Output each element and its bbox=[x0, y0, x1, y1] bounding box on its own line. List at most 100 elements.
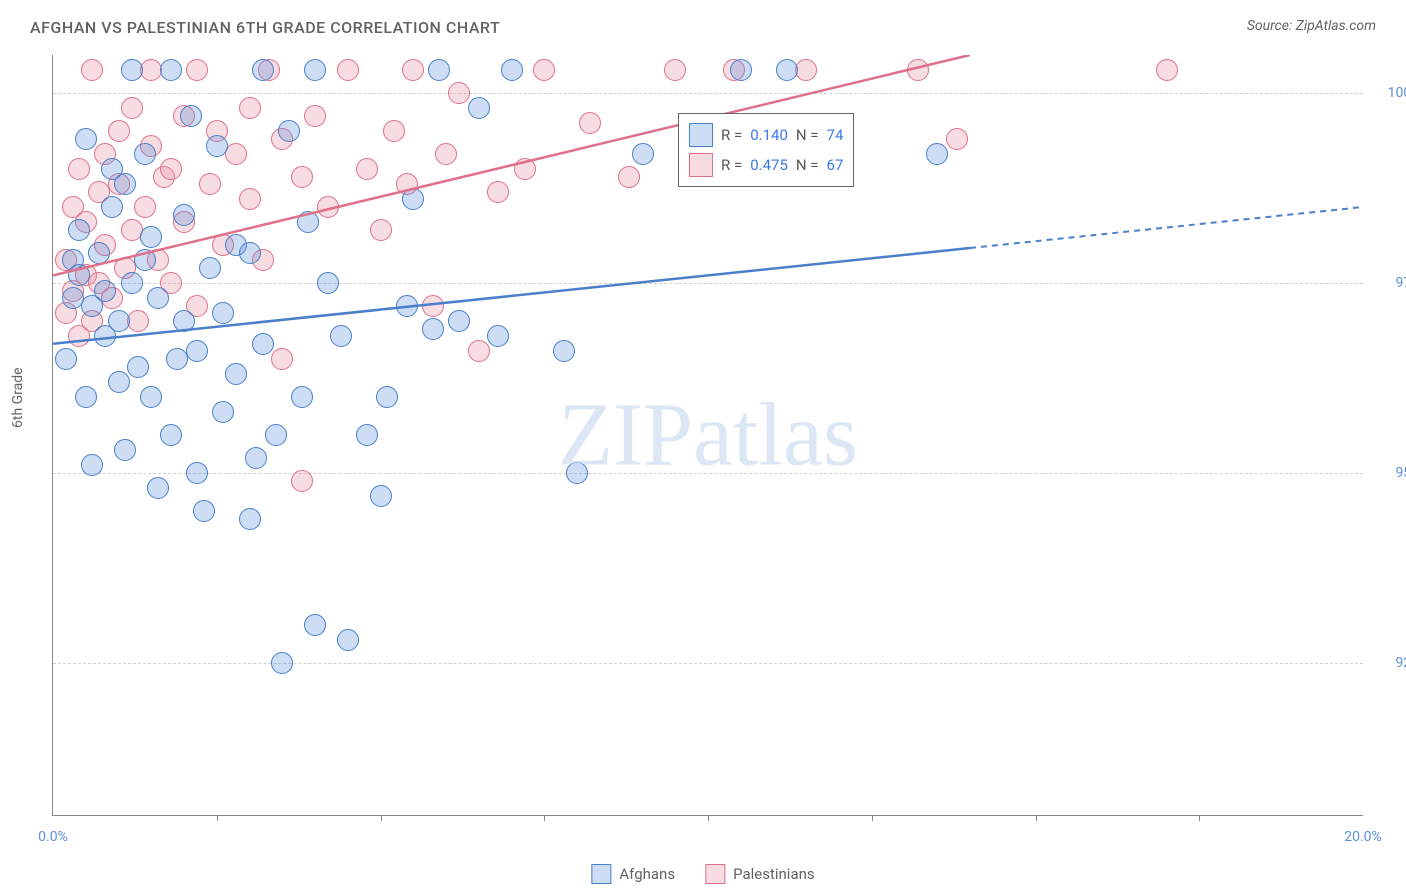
n-label-b: N = bbox=[796, 150, 819, 180]
n-value-a: 74 bbox=[827, 120, 844, 150]
scatter-point-afghans bbox=[291, 386, 313, 408]
y-tick-label: 97.5% bbox=[1373, 275, 1406, 291]
gridline-h bbox=[53, 663, 1363, 664]
scatter-point-palestinians bbox=[487, 181, 509, 203]
n-value-b: 67 bbox=[827, 150, 844, 180]
gridline-h bbox=[53, 473, 1363, 474]
scatter-point-palestinians bbox=[291, 166, 313, 188]
series-b-label: Palestinians bbox=[733, 865, 815, 883]
scatter-point-palestinians bbox=[291, 470, 313, 492]
scatter-point-palestinians bbox=[1156, 59, 1178, 81]
scatter-point-afghans bbox=[776, 59, 798, 81]
scatter-point-palestinians bbox=[435, 143, 457, 165]
scatter-point-afghans bbox=[186, 462, 208, 484]
scatter-point-afghans bbox=[55, 348, 77, 370]
legend-stats: R = 0.140 N = 74 R = 0.475 N = 67 bbox=[678, 113, 854, 187]
scatter-point-afghans bbox=[566, 462, 588, 484]
r-label-b: R = bbox=[721, 150, 742, 180]
scatter-point-palestinians bbox=[134, 196, 156, 218]
swatch-afghans bbox=[689, 123, 713, 147]
watermark-atlas: atlas bbox=[693, 386, 858, 485]
scatter-point-afghans bbox=[186, 340, 208, 362]
scatter-point-afghans bbox=[297, 211, 319, 233]
scatter-point-palestinians bbox=[186, 59, 208, 81]
swatch-sm-palestinians bbox=[705, 864, 725, 884]
scatter-point-palestinians bbox=[422, 295, 444, 317]
scatter-point-palestinians bbox=[795, 59, 817, 81]
scatter-point-afghans bbox=[108, 310, 130, 332]
scatter-point-afghans bbox=[108, 371, 130, 393]
scatter-point-palestinians bbox=[370, 219, 392, 241]
swatch-palestinians bbox=[689, 153, 713, 177]
scatter-point-afghans bbox=[317, 272, 339, 294]
scatter-point-palestinians bbox=[468, 340, 490, 362]
scatter-point-afghans bbox=[245, 447, 267, 469]
scatter-point-afghans bbox=[402, 188, 424, 210]
gridline-h bbox=[53, 93, 1363, 94]
scatter-point-afghans bbox=[396, 295, 418, 317]
legend-row-b: R = 0.475 N = 67 bbox=[689, 150, 843, 180]
scatter-point-afghans bbox=[428, 59, 450, 81]
scatter-point-afghans bbox=[206, 135, 228, 157]
scatter-point-afghans bbox=[101, 196, 123, 218]
scatter-point-palestinians bbox=[239, 188, 261, 210]
x-tick-mark bbox=[1036, 815, 1037, 821]
scatter-point-palestinians bbox=[68, 158, 90, 180]
scatter-point-afghans bbox=[75, 386, 97, 408]
scatter-point-afghans bbox=[252, 333, 274, 355]
legend-row-a: R = 0.140 N = 74 bbox=[689, 120, 843, 150]
scatter-point-afghans bbox=[160, 59, 182, 81]
x-axis-legend: Afghans Palestinians bbox=[591, 864, 814, 884]
scatter-point-afghans bbox=[88, 242, 110, 264]
scatter-point-afghans bbox=[68, 219, 90, 241]
scatter-point-afghans bbox=[134, 249, 156, 271]
scatter-point-afghans bbox=[225, 363, 247, 385]
scatter-point-afghans bbox=[134, 143, 156, 165]
scatter-point-afghans bbox=[730, 59, 752, 81]
scatter-point-palestinians bbox=[402, 59, 424, 81]
x-tick-label: 20.0% bbox=[1344, 829, 1382, 845]
scatter-point-palestinians bbox=[317, 196, 339, 218]
scatter-point-palestinians bbox=[304, 105, 326, 127]
scatter-point-palestinians bbox=[579, 112, 601, 134]
scatter-point-palestinians bbox=[108, 120, 130, 142]
scatter-point-afghans bbox=[199, 257, 221, 279]
scatter-point-afghans bbox=[173, 310, 195, 332]
legend-item-palestinians: Palestinians bbox=[705, 864, 815, 884]
scatter-point-palestinians bbox=[533, 59, 555, 81]
scatter-point-afghans bbox=[140, 226, 162, 248]
scatter-point-afghans bbox=[330, 325, 352, 347]
y-axis-label: 6th Grade bbox=[10, 367, 26, 428]
scatter-point-afghans bbox=[75, 128, 97, 150]
scatter-point-afghans bbox=[337, 629, 359, 651]
scatter-point-afghans bbox=[180, 105, 202, 127]
scatter-point-afghans bbox=[265, 424, 287, 446]
scatter-point-afghans bbox=[212, 401, 234, 423]
scatter-point-afghans bbox=[68, 264, 90, 286]
x-tick-mark bbox=[217, 815, 218, 821]
scatter-point-afghans bbox=[553, 340, 575, 362]
series-a-label: Afghans bbox=[619, 865, 675, 883]
scatter-point-palestinians bbox=[664, 59, 686, 81]
scatter-point-palestinians bbox=[907, 59, 929, 81]
scatter-point-afghans bbox=[147, 287, 169, 309]
scatter-point-palestinians bbox=[618, 166, 640, 188]
scatter-point-afghans bbox=[94, 280, 116, 302]
r-label-a: R = bbox=[721, 120, 742, 150]
scatter-point-afghans bbox=[632, 143, 654, 165]
scatter-point-afghans bbox=[252, 59, 274, 81]
n-label-a: N = bbox=[796, 120, 819, 150]
x-tick-mark bbox=[544, 815, 545, 821]
scatter-point-afghans bbox=[926, 143, 948, 165]
source-label: Source: bbox=[1247, 18, 1292, 34]
scatter-point-afghans bbox=[356, 424, 378, 446]
scatter-point-afghans bbox=[370, 485, 392, 507]
scatter-point-afghans bbox=[212, 302, 234, 324]
y-tick-label: 95.0% bbox=[1373, 465, 1406, 481]
scatter-point-afghans bbox=[114, 173, 136, 195]
scatter-point-palestinians bbox=[448, 82, 470, 104]
gridline-h bbox=[53, 283, 1363, 284]
scatter-point-afghans bbox=[239, 508, 261, 530]
source-value: ZipAtlas.com bbox=[1296, 18, 1376, 34]
scatter-point-palestinians bbox=[81, 59, 103, 81]
